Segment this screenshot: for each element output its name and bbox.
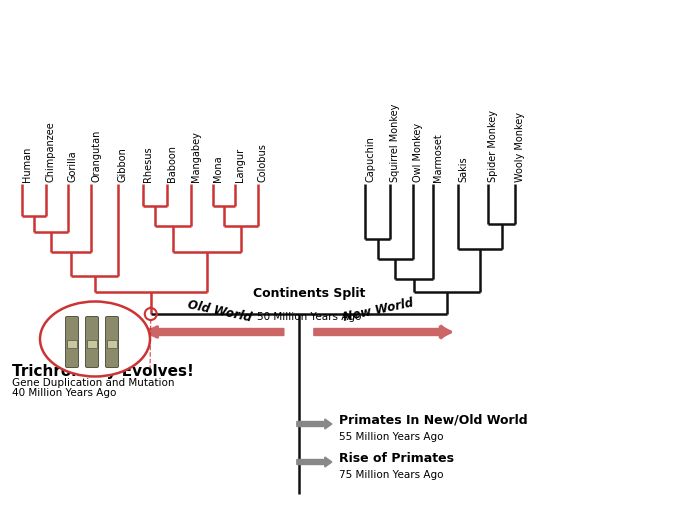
Text: Colobus: Colobus <box>258 143 268 182</box>
FancyArrow shape <box>297 457 332 467</box>
Text: Old World: Old World <box>187 298 253 324</box>
Text: Langur: Langur <box>235 148 245 182</box>
Text: Mona: Mona <box>213 156 223 182</box>
FancyArrow shape <box>314 325 449 339</box>
Text: Marmoset: Marmoset <box>433 133 443 182</box>
Text: Orangutan: Orangutan <box>91 129 101 182</box>
Text: Chimpanzee: Chimpanzee <box>46 121 56 182</box>
Bar <box>67 340 77 348</box>
Text: Squirrel Monkey: Squirrel Monkey <box>390 104 400 182</box>
Text: Gene Duplication and Mutation: Gene Duplication and Mutation <box>12 378 174 388</box>
Text: Rhesus: Rhesus <box>143 146 153 182</box>
Text: Wooly Monkey: Wooly Monkey <box>515 112 525 182</box>
Text: Trichromacy Evolves!: Trichromacy Evolves! <box>12 364 194 379</box>
Text: 40 Million Years Ago: 40 Million Years Ago <box>12 388 116 398</box>
Text: 75 Million Years Ago: 75 Million Years Ago <box>339 470 443 480</box>
Text: Continents Split: Continents Split <box>253 287 365 300</box>
FancyArrow shape <box>297 419 332 429</box>
Text: 55 Million Years Ago: 55 Million Years Ago <box>339 432 443 442</box>
FancyArrow shape <box>133 325 284 339</box>
Text: Mangabey: Mangabey <box>191 131 201 182</box>
FancyBboxPatch shape <box>85 316 99 367</box>
Text: Capuchin: Capuchin <box>365 136 375 182</box>
Text: Baboon: Baboon <box>167 145 177 182</box>
Text: New World: New World <box>342 297 414 324</box>
Text: Gibbon: Gibbon <box>118 147 128 182</box>
Bar <box>87 340 97 348</box>
Text: Owl Monkey: Owl Monkey <box>413 123 423 182</box>
Bar <box>107 340 117 348</box>
Text: Sakis: Sakis <box>458 156 468 182</box>
Text: Rise of Primates: Rise of Primates <box>339 452 454 464</box>
Text: Human: Human <box>22 147 32 182</box>
FancyBboxPatch shape <box>106 316 118 367</box>
Text: 50 Million Years Ago: 50 Million Years Ago <box>257 312 361 322</box>
Text: Primates In New/Old World: Primates In New/Old World <box>339 413 528 427</box>
Ellipse shape <box>40 301 150 377</box>
Text: Gorilla: Gorilla <box>68 150 78 182</box>
Text: Spider Monkey: Spider Monkey <box>488 110 498 182</box>
FancyBboxPatch shape <box>66 316 78 367</box>
